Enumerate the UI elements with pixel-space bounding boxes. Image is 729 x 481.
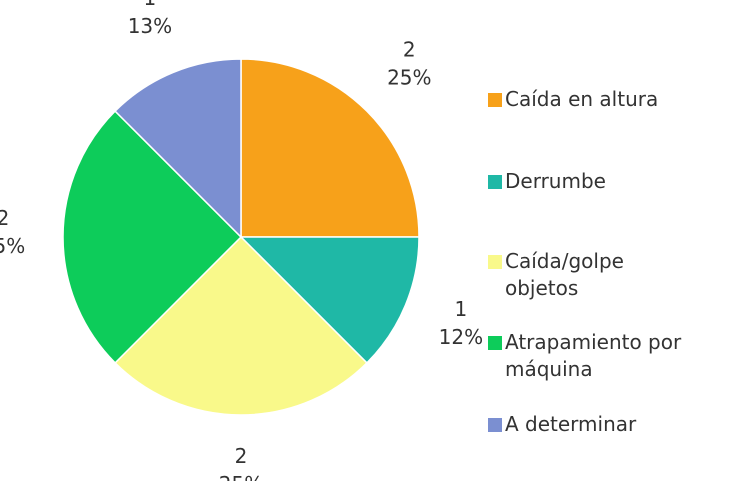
legend-item: A determinar (488, 411, 718, 438)
legend-swatch (488, 255, 502, 269)
data-label-percent: 12% (439, 325, 483, 349)
legend-label: Caída en altura (505, 87, 659, 111)
pie-slice (239, 236, 420, 364)
pie-slice (62, 110, 243, 364)
legend-swatch (488, 175, 502, 189)
legend-item: Derrumbe (488, 168, 718, 195)
data-label-percent: 25% (387, 66, 431, 90)
legend-label: Caída/golpe objetos (505, 249, 624, 300)
data-label-percent: 25% (219, 472, 263, 481)
data-label-percent: 13% (128, 14, 172, 38)
pie-slice (240, 58, 420, 238)
data-label-percent: 25% (0, 234, 25, 258)
data-label-count: 1 (455, 297, 468, 321)
data-label-count: 2 (0, 206, 9, 230)
legend-label: Derrumbe (505, 169, 606, 193)
data-label-count: 2 (403, 38, 416, 62)
data-label-count: 1 (144, 0, 157, 10)
data-label-count: 2 (235, 444, 248, 468)
legend-label: A determinar (505, 412, 637, 436)
pie-slice (114, 58, 242, 239)
legend-label: Atrapamiento por máquina (505, 330, 682, 381)
legend-swatch (488, 93, 502, 107)
legend-item: Caída en altura (488, 86, 718, 113)
legend-item: Atrapamiento por máquina (488, 329, 723, 383)
legend-swatch (488, 336, 502, 350)
pie-slice (114, 235, 368, 416)
legend-swatch (488, 418, 502, 432)
legend-item: Caída/golpe objetos (488, 248, 638, 302)
